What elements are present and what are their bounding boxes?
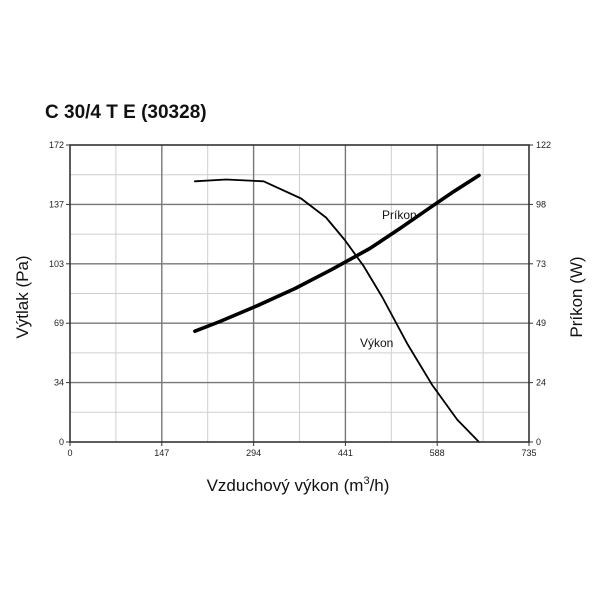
series-label-vykon: Výkon <box>360 336 393 350</box>
y-axis-title-right: Príkon (W) <box>567 256 586 337</box>
tick-labels: 0 147 294 441 588 735034691031371720244973981… <box>49 140 551 458</box>
x-axis-title: Vzduchový výkon (m3/h) <box>207 475 390 495</box>
y-axis-title-left: Výtlak (Pa) <box>13 255 32 338</box>
x-axis-unit-prefix: (m <box>344 476 364 495</box>
x-axis-unit-suffix: /h) <box>370 476 390 495</box>
x-axis-title-text: Vzduchový výkon <box>207 476 339 495</box>
y-right-tick-label: 49 <box>536 318 546 328</box>
x-axis-unit-exponent: 3 <box>363 475 369 487</box>
grid <box>70 145 529 442</box>
y-left-tick-label: 103 <box>49 259 64 269</box>
x-tick-label: 588 <box>430 448 445 458</box>
y-right-tick-label: 122 <box>536 140 551 150</box>
series-line-0 <box>193 178 480 443</box>
x-tick-label: 735 <box>521 448 536 458</box>
chart-title: C 30/4 T E (30328) <box>45 102 207 123</box>
x-tick-label: 0 <box>67 448 72 458</box>
curves <box>193 173 481 443</box>
x-tick-label: 294 <box>246 448 261 458</box>
y-left-tick-label: 34 <box>54 378 64 388</box>
y-left-tick-label: 172 <box>49 140 64 150</box>
series-label-prikon: Príkon <box>382 208 417 222</box>
plot-frame <box>69 144 530 443</box>
y-right-tick-label: 73 <box>536 259 546 269</box>
y-right-tick-label: 0 <box>536 437 541 447</box>
y-left-tick-label: 69 <box>54 318 64 328</box>
series-line-1 <box>193 173 481 334</box>
y-left-tick-label: 0 <box>59 437 64 447</box>
plot-border <box>69 144 530 443</box>
x-tick-label: 441 <box>338 448 353 458</box>
y-left-tick-label: 137 <box>49 199 64 209</box>
x-tick-label: 147 <box>154 448 169 458</box>
y-right-tick-label: 24 <box>536 378 546 388</box>
y-right-tick-label: 98 <box>536 199 546 209</box>
